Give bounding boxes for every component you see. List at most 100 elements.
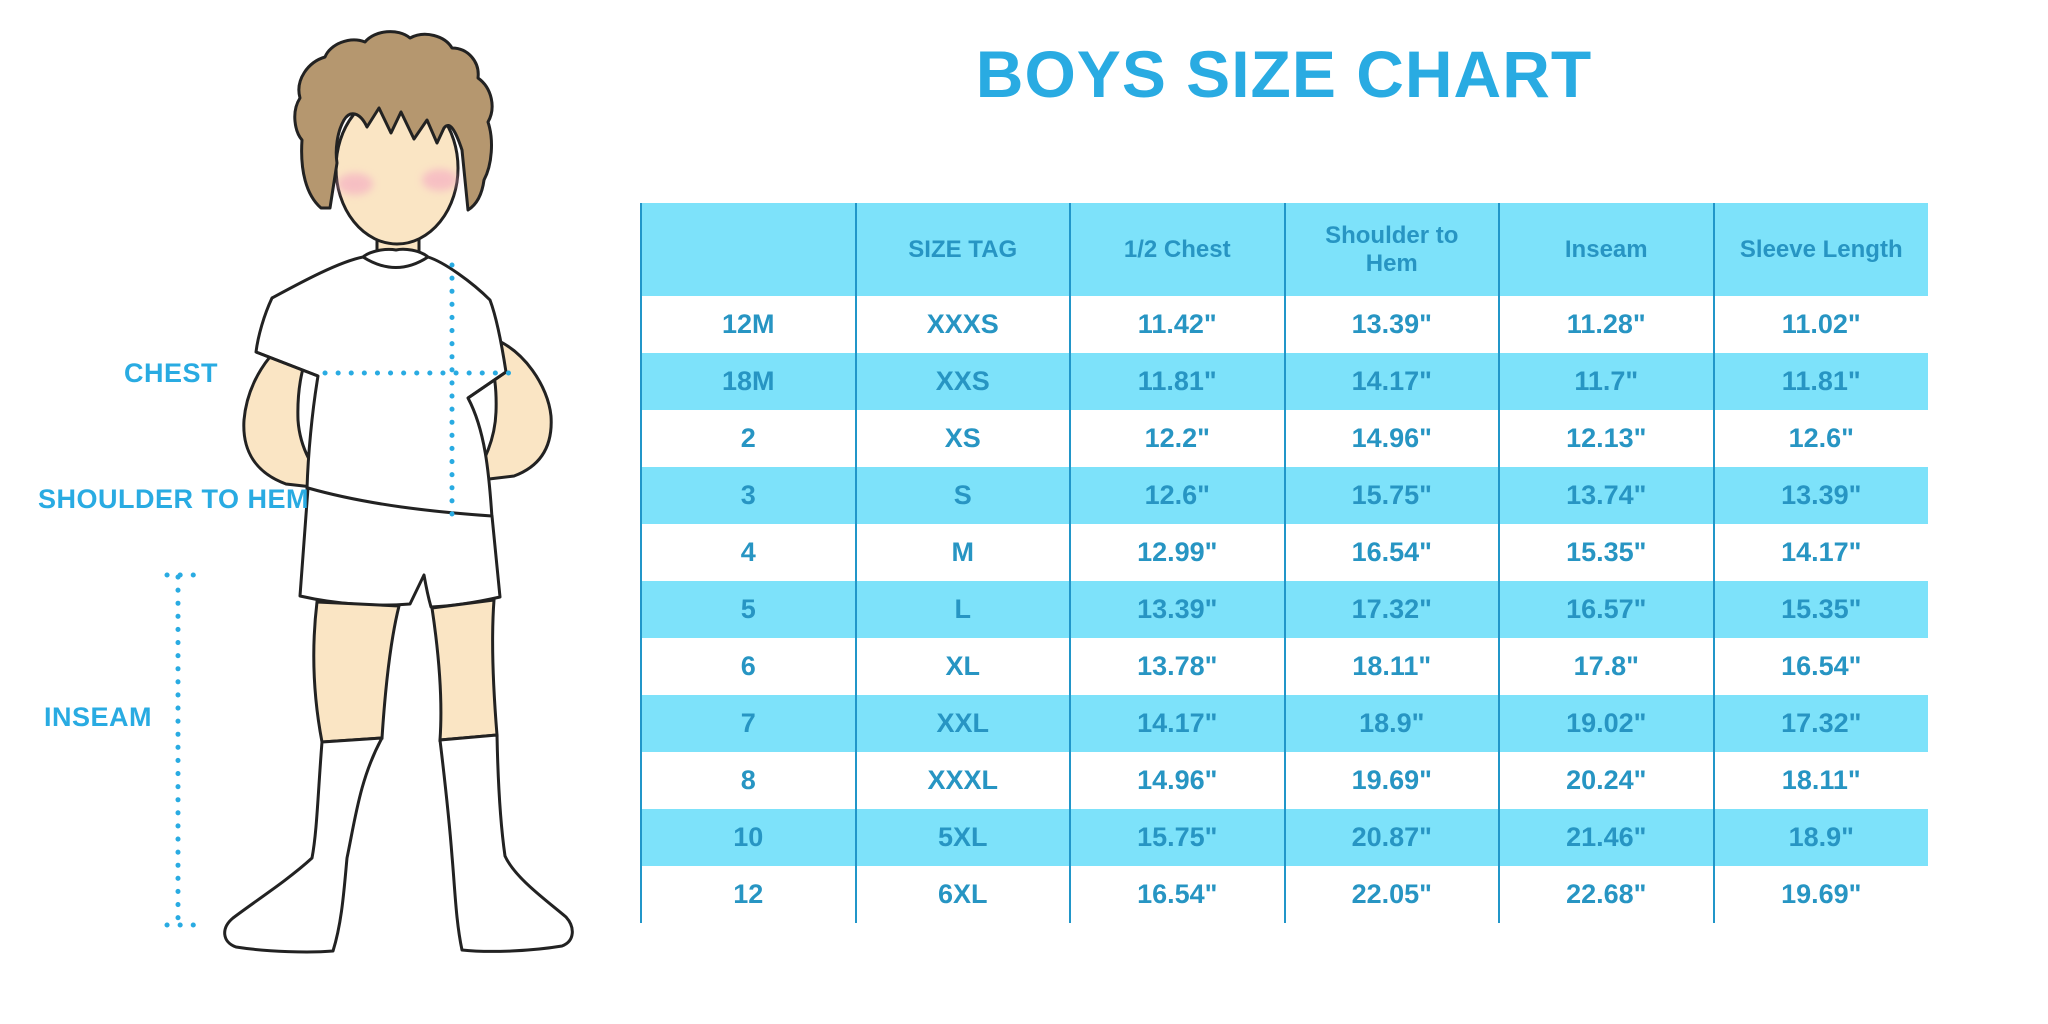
inseam-label: INSEAM (44, 702, 153, 732)
cell-size: 4 (640, 524, 856, 581)
cell-shoulder-to-hem: 18.11" (1283, 638, 1499, 695)
cell-size: 5 (640, 581, 856, 638)
left-leg (312, 600, 401, 744)
cell-size-tag: 5XL (854, 809, 1070, 866)
cell-size-tag: XXXS (854, 296, 1070, 353)
cell-inseam: 19.02" (1498, 695, 1714, 752)
cell-shoulder-to-hem: 14.17" (1283, 353, 1499, 410)
blush-right (422, 169, 458, 191)
table-row: 12M XXXS 11.42" 13.39" 11.28" 11.02" (640, 296, 1928, 353)
cell-sleeve-length: 16.54" (1712, 638, 1928, 695)
header-row: SIZE TAG 1/2 Chest Shoulder to Hem Insea… (640, 203, 1928, 296)
cell-sleeve-length: 18.11" (1712, 752, 1928, 809)
cell-shoulder-to-hem: 13.39" (1283, 296, 1499, 353)
cell-half-chest: 15.75" (1069, 809, 1285, 866)
cell-half-chest: 12.2" (1069, 410, 1285, 467)
cell-shoulder-to-hem: 22.05" (1283, 866, 1499, 923)
table-row: 4 M 12.99" 16.54" 15.35" 14.17" (640, 524, 1928, 581)
size-table-body: 12M XXXS 11.42" 13.39" 11.28" 11.02" 18M… (640, 296, 1928, 923)
cell-size-tag: S (854, 467, 1070, 524)
cell-half-chest: 12.6" (1069, 467, 1285, 524)
cell-size: 12 (640, 866, 856, 923)
cell-sleeve-length: 18.9" (1712, 809, 1928, 866)
right-sleeve-hem (467, 370, 507, 400)
cell-size: 8 (640, 752, 856, 809)
header-half-chest: 1/2 Chest (1069, 203, 1285, 296)
cell-size-tag: XL (854, 638, 1070, 695)
cell-half-chest: 14.96" (1069, 752, 1285, 809)
left-arm (242, 333, 334, 491)
table-row: 2 XS 12.2" 14.96" 12.13" 12.6" (640, 410, 1928, 467)
cell-inseam: 21.46" (1498, 809, 1714, 866)
cell-half-chest: 12.99" (1069, 524, 1285, 581)
cell-size: 10 (640, 809, 856, 866)
right-leg (430, 598, 499, 742)
cell-size-tag: L (854, 581, 1070, 638)
cell-half-chest: 11.81" (1069, 353, 1285, 410)
table-row: 12 6XL 16.54" 22.05" 22.68" 19.69" (640, 866, 1928, 923)
cell-shoulder-to-hem: 16.54" (1283, 524, 1499, 581)
cell-shoulder-to-hem: 15.75" (1283, 467, 1499, 524)
cell-shoulder-to-hem: 17.32" (1283, 581, 1499, 638)
cell-sleeve-length: 11.81" (1712, 353, 1928, 410)
cell-sleeve-length: 13.39" (1712, 467, 1928, 524)
collar (362, 255, 429, 269)
table-row: 6 XL 13.78" 18.11" 17.8" 16.54" (640, 638, 1928, 695)
cell-inseam: 22.68" (1498, 866, 1714, 923)
cell-size-tag: 6XL (854, 866, 1070, 923)
cell-sleeve-length: 17.32" (1712, 695, 1928, 752)
cell-inseam: 16.57" (1498, 581, 1714, 638)
cell-shoulder-to-hem: 20.87" (1283, 809, 1499, 866)
cell-size: 18M (640, 353, 856, 410)
table-row: 7 XXL 14.17" 18.9" 19.02" 17.32" (640, 695, 1928, 752)
cell-half-chest: 11.42" (1069, 296, 1285, 353)
header-size-tag: SIZE TAG (854, 203, 1070, 296)
t-shirt (254, 247, 508, 520)
cell-inseam: 13.74" (1498, 467, 1714, 524)
header-inseam: Inseam (1498, 203, 1714, 296)
cell-shoulder-to-hem: 14.96" (1283, 410, 1499, 467)
cell-half-chest: 13.78" (1069, 638, 1285, 695)
table-row: 10 5XL 15.75" 20.87" 21.46" 18.9" (640, 809, 1928, 866)
table-row: 5 L 13.39" 17.32" 16.57" 15.35" (640, 581, 1928, 638)
right-sock-foot (438, 733, 574, 953)
table-row: 3 S 12.6" 15.75" 13.74" 13.39" (640, 467, 1928, 524)
cell-size-tag: XS (854, 410, 1070, 467)
table-row: 8 XXXL 14.96" 19.69" 20.24" 18.11" (640, 752, 1928, 809)
cell-sleeve-length: 12.6" (1712, 410, 1928, 467)
page-title: BOYS SIZE CHART (975, 37, 1593, 111)
cell-sleeve-length: 19.69" (1712, 866, 1928, 923)
cell-inseam: 11.28" (1498, 296, 1714, 353)
left-sleeve-hem (255, 350, 319, 378)
cell-inseam: 17.8" (1498, 638, 1714, 695)
hair (293, 30, 494, 212)
cell-size: 2 (640, 410, 856, 467)
header-size (640, 203, 856, 296)
boy-illustration (164, 30, 574, 954)
cell-sleeve-length: 14.17" (1712, 524, 1928, 581)
cell-inseam: 11.7" (1498, 353, 1714, 410)
cell-half-chest: 13.39" (1069, 581, 1285, 638)
cell-sleeve-length: 11.02" (1712, 296, 1928, 353)
cell-size-tag: M (854, 524, 1070, 581)
cell-size: 6 (640, 638, 856, 695)
cell-inseam: 20.24" (1498, 752, 1714, 809)
cell-inseam: 15.35" (1498, 524, 1714, 581)
cell-sleeve-length: 15.35" (1712, 581, 1928, 638)
cell-half-chest: 14.17" (1069, 695, 1285, 752)
blush-left (337, 173, 373, 195)
size-table-header: SIZE TAG 1/2 Chest Shoulder to Hem Insea… (640, 203, 1928, 296)
header-sleeve-length: Sleeve Length (1712, 203, 1928, 296)
chest-label: CHEST (124, 358, 219, 388)
right-arm (469, 336, 553, 483)
cell-size: 3 (640, 467, 856, 524)
table-row: 18M XXS 11.81" 14.17" 11.7" 11.81" (640, 353, 1928, 410)
header-shoulder-to-hem: Shoulder to Hem (1283, 203, 1499, 296)
left-sock-foot (223, 736, 384, 954)
cell-size-tag: XXS (854, 353, 1070, 410)
cell-half-chest: 16.54" (1069, 866, 1285, 923)
cell-size: 7 (640, 695, 856, 752)
size-table: SIZE TAG 1/2 Chest Shoulder to Hem Insea… (640, 203, 1928, 923)
cell-shoulder-to-hem: 18.9" (1283, 695, 1499, 752)
